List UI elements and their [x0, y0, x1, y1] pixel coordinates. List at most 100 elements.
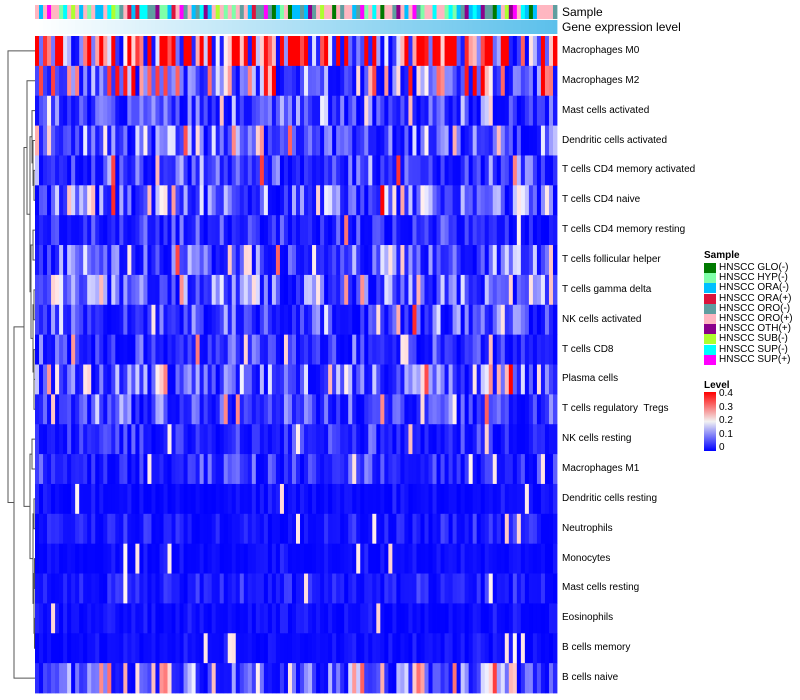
heatmap-cell	[227, 513, 233, 545]
sample-annotation-cell	[420, 5, 425, 19]
expression-annotation-cell	[39, 20, 44, 34]
heatmap-cell	[324, 513, 329, 545]
heatmap-cell	[127, 245, 132, 276]
heatmap-cell	[51, 543, 56, 574]
heatmap-cell	[195, 36, 201, 67]
heatmap-cell	[476, 65, 482, 97]
sample-annotation-cell	[255, 5, 261, 19]
heatmap-cell	[167, 125, 172, 156]
heatmap-cell	[300, 513, 305, 545]
row-label: Neutrophils	[562, 522, 613, 534]
heatmap-cell	[548, 543, 554, 574]
heatmap-cell	[496, 543, 502, 574]
heatmap-cell	[380, 454, 385, 485]
heatmap-cell	[55, 155, 60, 186]
heatmap-cell	[532, 334, 538, 365]
heatmap-cell	[119, 245, 124, 276]
heatmap-cell	[119, 304, 124, 336]
expression-annotation-cell	[103, 20, 108, 34]
heatmap-cell	[540, 603, 546, 634]
heatmap-cell	[500, 155, 506, 186]
heatmap-cell	[308, 543, 313, 574]
heatmap-cell	[304, 513, 309, 545]
heatmap-cell	[492, 274, 498, 306]
heatmap-cell	[127, 65, 132, 97]
heatmap-cell	[504, 633, 510, 664]
heatmap-cell	[484, 543, 490, 574]
heatmap-cell	[344, 304, 349, 336]
heatmap-cell	[163, 603, 168, 634]
heatmap-cell	[492, 95, 498, 126]
expression-annotation-cell	[548, 20, 554, 34]
heatmap-cell	[135, 633, 140, 664]
heatmap-cell	[191, 36, 197, 67]
heatmap-cell	[247, 215, 253, 246]
heatmap-cell	[207, 245, 213, 276]
heatmap-cell	[219, 274, 225, 306]
heatmap-cell	[79, 334, 84, 365]
heatmap-cell	[400, 543, 405, 574]
heatmap-cell	[271, 245, 277, 276]
heatmap-cell	[528, 603, 534, 634]
heatmap-cell	[540, 633, 546, 664]
heatmap-cell	[199, 483, 205, 515]
heatmap-cell	[440, 125, 445, 156]
heatmap-cell	[267, 424, 273, 455]
heatmap-cell	[119, 603, 124, 634]
heatmap-cell	[476, 424, 482, 455]
heatmap-cell	[356, 424, 361, 455]
heatmap-cell	[496, 513, 502, 545]
heatmap-cell	[324, 304, 329, 336]
heatmap-cell	[536, 125, 542, 156]
heatmap-cell	[488, 95, 494, 126]
heatmap-cell	[67, 513, 72, 545]
heatmap-cell	[452, 65, 458, 97]
heatmap-cell	[39, 633, 44, 664]
heatmap-cell	[155, 603, 160, 634]
heatmap-cell	[167, 663, 172, 694]
heatmap-cell	[219, 125, 225, 156]
heatmap-cell	[348, 274, 353, 306]
heatmap-cell	[328, 125, 333, 156]
heatmap-cell	[488, 125, 494, 156]
heatmap-cell	[480, 245, 486, 276]
heatmap-cell	[304, 394, 309, 425]
heatmap-cell	[468, 274, 474, 306]
heatmap-cell	[103, 215, 108, 246]
heatmap-cell	[75, 483, 80, 515]
heatmap-cell	[207, 65, 213, 97]
heatmap-cell	[552, 36, 558, 67]
heatmap-cell	[167, 364, 172, 395]
heatmap-cell	[291, 364, 297, 395]
heatmap-cell	[175, 483, 180, 515]
heatmap-cell	[528, 95, 534, 126]
heatmap-cell	[416, 543, 421, 574]
heatmap-cell	[39, 245, 44, 276]
heatmap-cell	[324, 65, 329, 97]
heatmap-cell	[207, 543, 213, 574]
heatmap-cell	[464, 573, 470, 604]
heatmap-cell	[119, 65, 124, 97]
heatmap-cell	[488, 364, 494, 395]
heatmap-cell	[484, 424, 490, 455]
heatmap-cell	[271, 543, 277, 574]
heatmap-cell	[328, 245, 333, 276]
heatmap-cell	[151, 65, 156, 97]
heatmap-cell	[384, 454, 389, 485]
heatmap-cell	[464, 95, 470, 126]
heatmap-cell	[384, 424, 389, 455]
heatmap-cell	[99, 424, 104, 455]
heatmap-cell	[239, 394, 245, 425]
heatmap-cell	[83, 513, 88, 545]
heatmap-cell	[396, 274, 401, 306]
heatmap-cell	[440, 274, 445, 306]
heatmap-cell	[239, 125, 245, 156]
heatmap-cell	[195, 394, 201, 425]
heatmap-cell	[251, 125, 257, 156]
heatmap-cell	[123, 155, 128, 186]
heatmap-cell	[235, 125, 241, 156]
heatmap-cell	[279, 95, 285, 126]
heatmap-cell	[472, 65, 478, 97]
heatmap-cell	[304, 215, 309, 246]
heatmap-cell	[400, 454, 405, 485]
